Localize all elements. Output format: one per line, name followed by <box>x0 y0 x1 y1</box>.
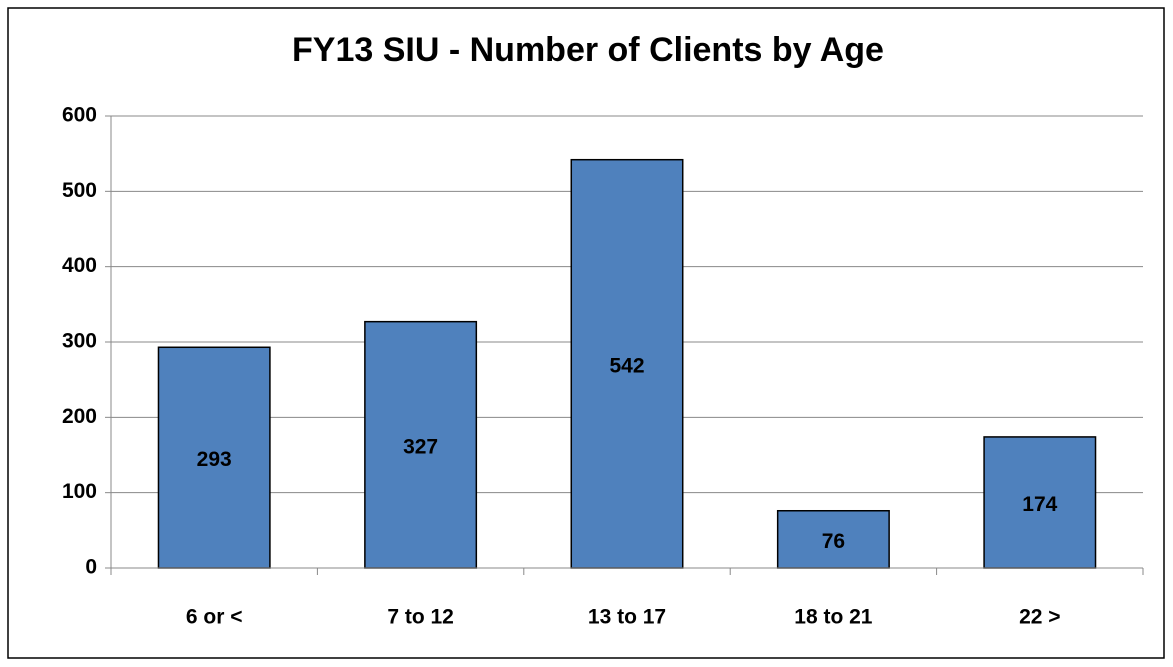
bar <box>570 158 684 569</box>
data-label: 174 <box>1022 493 1057 516</box>
chart-title: FY13 SIU - Number of Clients by Age <box>292 31 884 69</box>
bar <box>364 320 478 569</box>
y-tick-label: 300 <box>62 330 97 353</box>
bar <box>776 509 890 569</box>
x-tick-label: 13 to 17 <box>588 606 666 629</box>
data-label: 542 <box>609 354 644 377</box>
x-tick-label: 18 to 21 <box>794 606 873 629</box>
y-tick-label: 0 <box>85 556 97 579</box>
y-tick-label: 400 <box>62 254 97 277</box>
y-tick-label: 600 <box>62 104 97 127</box>
y-tick-label: 100 <box>62 480 97 503</box>
x-tick-label: 6 or < <box>186 606 243 629</box>
x-tick-label: 22 > <box>1019 606 1060 629</box>
y-tick-label: 200 <box>62 405 97 428</box>
bar <box>157 346 271 569</box>
data-label: 76 <box>822 530 845 553</box>
data-label: 327 <box>403 435 438 458</box>
x-tick-label: 7 to 12 <box>387 606 454 629</box>
y-tick-label: 500 <box>62 179 97 202</box>
data-label: 293 <box>197 448 232 471</box>
